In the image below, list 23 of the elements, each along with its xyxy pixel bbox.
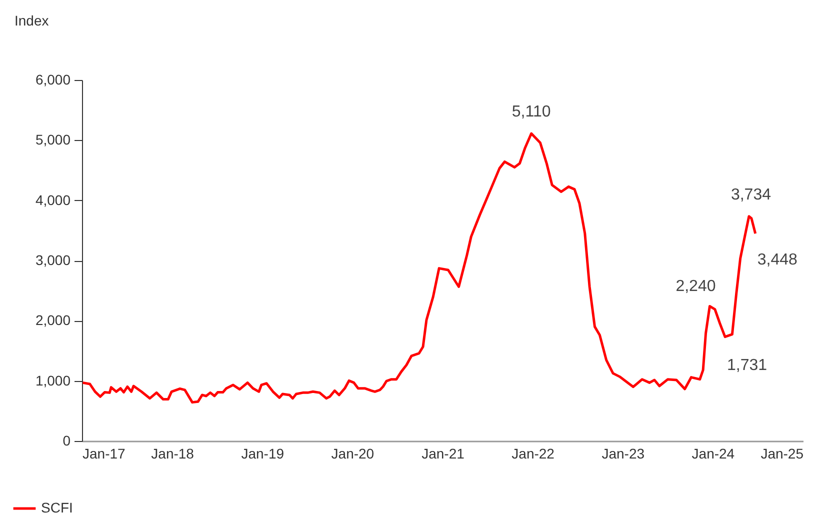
legend-label: SCFI: [41, 500, 73, 516]
annotation: 3,734: [730, 186, 772, 204]
annotation: 2,240: [676, 278, 716, 296]
annotation: 5,110: [512, 104, 551, 121]
x-tick-label: Jan-20: [331, 446, 374, 462]
y-tick-label: 1,000: [35, 372, 71, 388]
y-tick-label: 4,000: [35, 192, 71, 208]
x-tick-label: Jan-17: [82, 446, 126, 462]
x-tick-label: Jan-23: [602, 446, 645, 462]
annotation: 3,448: [757, 252, 798, 269]
x-tick-label: Jan-24: [692, 446, 735, 462]
x-tick-label: Jan-25: [760, 446, 804, 462]
y-tick-label: 0: [62, 432, 71, 448]
y-tick-label: 5,000: [35, 132, 71, 148]
y-tick-label: 6,000: [35, 72, 71, 88]
y-tick-label: 3,000: [35, 252, 71, 268]
y-tick-label: 2,000: [35, 312, 71, 328]
x-tick-label: Jan-21: [422, 446, 465, 462]
x-tick-label: Jan-18: [151, 446, 194, 462]
y-axis-title: Index: [14, 12, 49, 28]
x-tick-label: Jan-22: [512, 446, 555, 462]
annotation: 1,731: [727, 356, 768, 374]
x-tick-label: Jan-19: [241, 446, 284, 462]
